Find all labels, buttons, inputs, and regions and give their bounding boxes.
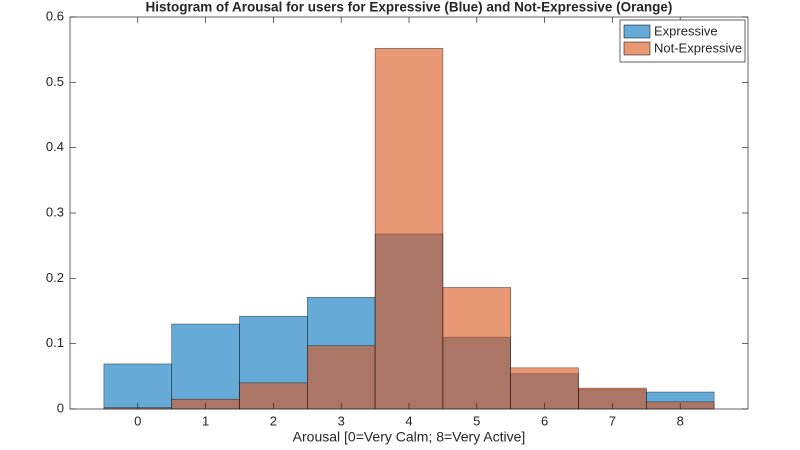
- legend-swatch: [623, 41, 651, 56]
- legend-label: Not-Expressive: [654, 40, 742, 55]
- x-tick-label: 7: [609, 413, 616, 428]
- x-tick-label: 3: [338, 413, 345, 428]
- x-tick-label: 8: [677, 413, 684, 428]
- histogram-bar: [374, 48, 444, 410]
- histogram-bar: [442, 287, 511, 410]
- legend-swatch: [623, 24, 651, 39]
- x-tick-label: 4: [405, 413, 412, 428]
- histogram-bar: [510, 367, 579, 410]
- x-tick-label: 5: [473, 413, 480, 428]
- histogram-bar: [171, 323, 240, 410]
- histogram-bar: [103, 363, 173, 410]
- x-tick-label: 1: [202, 413, 209, 428]
- y-tick-label: 0.3: [46, 204, 64, 219]
- y-tick-label: 0: [57, 400, 64, 415]
- histogram-bar: [306, 345, 376, 410]
- x-tick-label: 0: [134, 413, 141, 428]
- x-tick-label: 2: [270, 413, 277, 428]
- y-tick-label: 0.5: [46, 74, 64, 89]
- y-tick-label: 0.2: [46, 270, 64, 285]
- y-tick-label: 0.1: [46, 335, 64, 350]
- y-tick-label: 0.4: [46, 139, 64, 154]
- y-tick-label: 0.6: [46, 8, 64, 23]
- chart-title: Histogram of Arousal for users for Expre…: [146, 0, 673, 15]
- x-axis-label: Arousal [0=Very Calm; 8=Very Active]: [293, 429, 526, 445]
- x-tick-label: 6: [541, 413, 548, 428]
- legend-label: Expressive: [654, 23, 718, 38]
